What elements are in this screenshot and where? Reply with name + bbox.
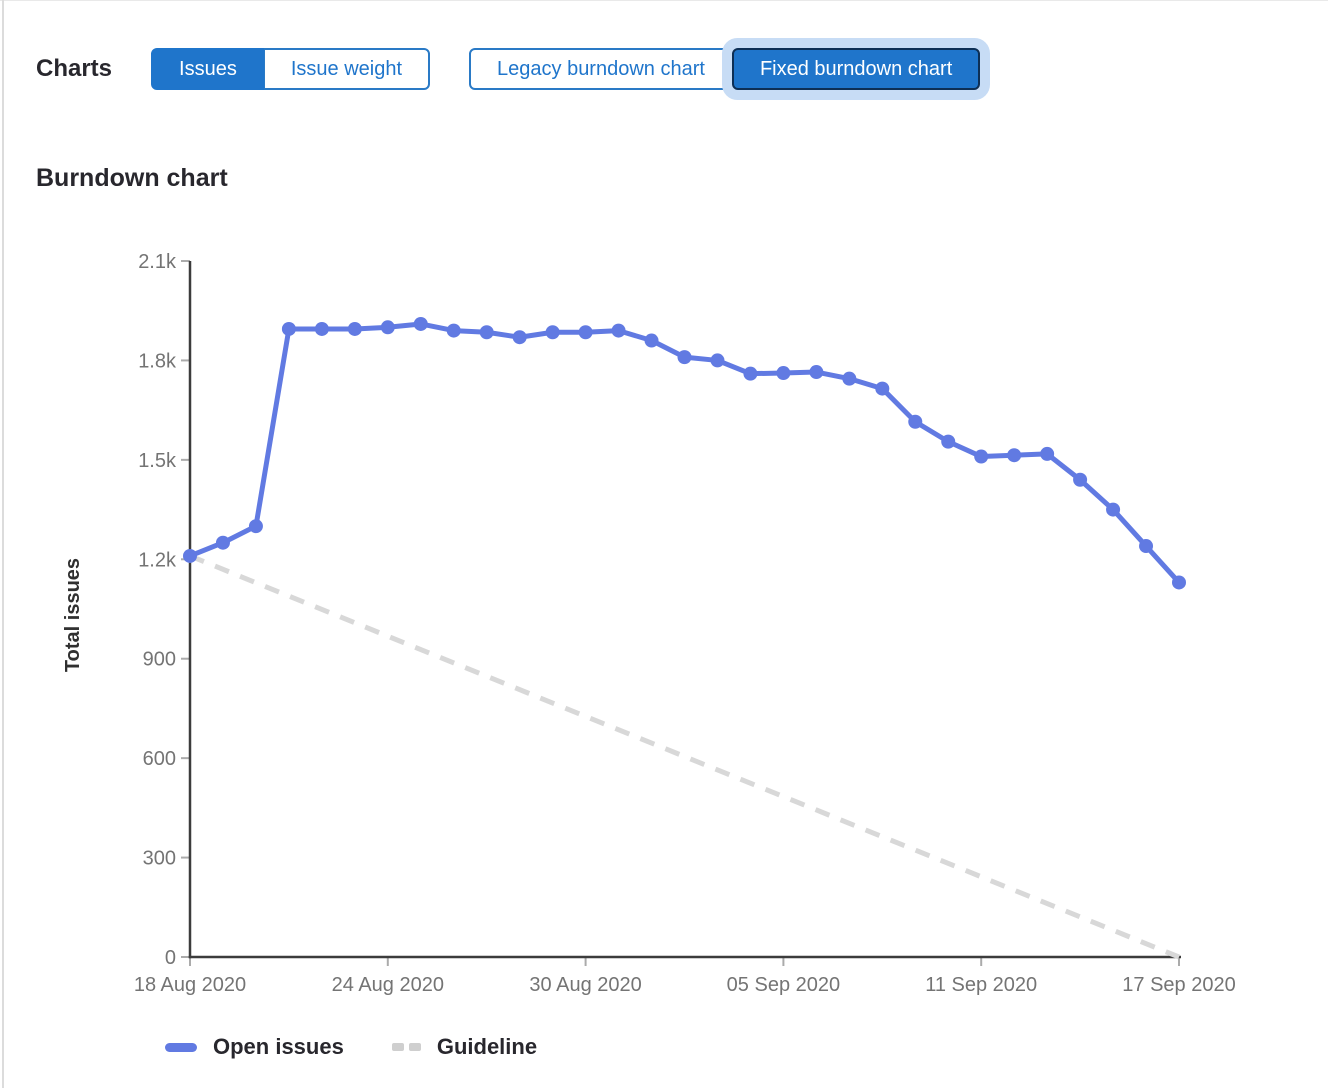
open-issues-data-point: [215, 535, 230, 550]
open-issues-data-point: [1172, 575, 1186, 590]
open-issues-data-point: [314, 321, 329, 336]
x-axis-tick-label: 18 Aug 2020: [134, 974, 246, 996]
open-issues-data-point: [776, 366, 791, 381]
issue-weight-button[interactable]: Issue weight: [263, 48, 431, 90]
y-axis-tick-label: 1.5k: [138, 450, 177, 472]
y-axis-tick-label: 2.1k: [138, 251, 177, 273]
x-axis-tick-label: 11 Sep 2020: [925, 974, 1037, 996]
open-issues-data-point: [710, 353, 725, 368]
open-issues-data-point: [908, 414, 923, 429]
open-issues-data-point: [248, 519, 263, 534]
open-issues-data-point: [512, 330, 527, 345]
open-issues-legend-label: Open issues: [213, 1034, 344, 1059]
open-issues-data-point: [413, 316, 428, 331]
x-axis-tick-label: 30 Aug 2020: [529, 974, 641, 996]
page-top-border: [0, 0, 1328, 1]
burndown-chart-svg: 0 300 600 900 1.2k 1.5k 1.8k 2.1k 18 Aug 2020 24 …: [62, 251, 1236, 996]
charts-label: Charts: [36, 55, 113, 82]
legacy-burndown-chart-button[interactable]: Legacy burndown chart: [469, 48, 732, 90]
open-issues-data-point: [677, 350, 692, 365]
y-axis-tick-label: 1.2k: [138, 549, 177, 571]
open-issues-data-point: [347, 321, 362, 336]
x-axis-tick-label: 17 Sep 2020: [1122, 974, 1235, 996]
chart-version-toggle-group: Legacy burndown chart Fixed burndown cha…: [469, 48, 981, 90]
legend-item-guideline[interactable]: Guideline: [391, 1034, 538, 1060]
open-issues-data-point: [380, 320, 395, 335]
x-axis-tick-label: 05 Sep 2020: [727, 974, 840, 996]
y-axis-title: Total issues: [62, 558, 84, 672]
open-issues-data-point: [545, 325, 560, 340]
open-issues-data-point: [1073, 472, 1088, 487]
open-issues-data-point: [1106, 502, 1121, 517]
open-issues-data-point: [941, 434, 956, 449]
open-issues-data-point: [1139, 539, 1154, 554]
y-axis-tick-label: 600: [143, 748, 176, 770]
burndown-chart-canvas: 0 300 600 900 1.2k 1.5k 1.8k 2.1k 18 Aug 2020 24 …: [0, 230, 1328, 1010]
open-issues-data-point: [974, 449, 989, 464]
metric-toggle-group: Issues Issue weight: [151, 48, 431, 90]
open-issues-data-point: [183, 548, 197, 563]
open-issues-data-point: [446, 323, 461, 338]
guideline-legend-label: Guideline: [436, 1034, 538, 1059]
chart-legend: Open issues Guideline: [165, 1034, 585, 1060]
issues-button[interactable]: Issues: [151, 48, 264, 90]
fixed-burndown-chart-button[interactable]: Fixed burndown chart: [731, 48, 981, 90]
guideline-series-line: [189, 553, 1180, 960]
legend-item-open-issues[interactable]: Open issues: [165, 1034, 344, 1060]
burndown-chart-title: Burndown chart: [36, 164, 228, 192]
y-axis-tick-label: 0: [165, 947, 176, 969]
y-axis-tick-label: 900: [143, 649, 176, 671]
y-axis-tick-label: 300: [143, 848, 176, 870]
open-issues-data-point: [743, 366, 758, 381]
open-issues-data-point: [611, 323, 626, 338]
page-left-border: [2, 0, 4, 1088]
open-issues-data-point: [644, 333, 659, 348]
open-issues-line-swatch: [165, 1042, 197, 1052]
open-issues-data-point: [809, 365, 824, 380]
open-issues-data-point: [1007, 448, 1022, 463]
charts-toolbar: Charts Issues Issue weight Legacy burndo…: [36, 48, 1019, 90]
guideline-dashed-swatch: [391, 1043, 421, 1051]
y-axis-tick-label: 1.8k: [138, 350, 177, 372]
open-issues-data-point: [1040, 446, 1055, 461]
x-axis-tick-label: 24 Aug 2020: [332, 974, 444, 996]
open-issues-data-point: [479, 325, 494, 340]
open-issues-data-point: [842, 371, 857, 386]
open-issues-data-point: [281, 321, 296, 336]
open-issues-data-point: [578, 325, 593, 340]
open-issues-data-point: [875, 381, 890, 396]
